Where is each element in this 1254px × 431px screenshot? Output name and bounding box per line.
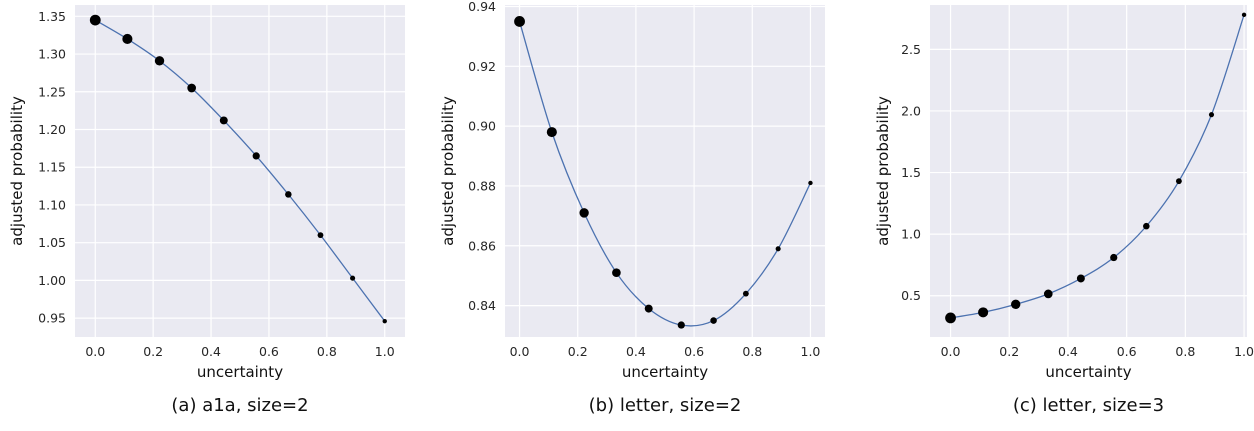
fitted-curve <box>94 19 386 322</box>
y-tick-label: 1.0 <box>901 227 921 242</box>
data-point <box>1143 222 1150 230</box>
subplot-1: 0.0 0.2 0.4 0.6 0.8 1.0 0.95 1.00 1.05 1.10 1.15 1.… <box>8 5 405 416</box>
y-tick-label: 0.5 <box>901 288 921 303</box>
data-point <box>350 275 356 281</box>
data-point <box>808 180 813 186</box>
x-axis-label: uncertainty <box>197 363 283 381</box>
data-point <box>1043 289 1053 299</box>
x-tick-label: 0.0 <box>941 344 961 359</box>
y-axis-label: adjusted probability <box>874 96 892 246</box>
y-tick-label: 1.00 <box>38 273 66 288</box>
data-point <box>612 268 621 278</box>
data-point <box>187 83 196 93</box>
y-tick-label: 1.15 <box>38 160 66 175</box>
x-tick-label: 0.8 <box>317 344 337 359</box>
plot-area <box>930 5 1247 337</box>
y-tick-label: 0.84 <box>468 298 496 313</box>
y-tick-label: 0.95 <box>38 311 66 326</box>
x-tick-label: 0.4 <box>201 344 221 359</box>
data-point <box>978 307 989 318</box>
data-point <box>710 317 717 324</box>
data-point <box>1110 253 1118 262</box>
data-point <box>252 152 260 160</box>
data-point <box>742 290 749 297</box>
x-tick-label: 1.0 <box>375 344 395 359</box>
subfigure-caption: (a) a1a, size=2 <box>171 395 308 416</box>
data-point <box>382 318 387 324</box>
data-point <box>154 56 165 66</box>
data-point <box>285 191 292 198</box>
data-point <box>122 33 133 44</box>
data-point <box>579 208 589 218</box>
x-tick-label: 0.2 <box>143 344 163 359</box>
y-tick-label: 2.5 <box>901 42 921 57</box>
y-tick-label: 1.25 <box>38 84 66 99</box>
x-tick-label: 0.0 <box>85 344 105 359</box>
data-point <box>514 16 525 27</box>
y-tick-label: 1.05 <box>38 235 66 250</box>
data-point <box>945 312 956 324</box>
data-point <box>1076 274 1085 283</box>
y-tick-label: 1.30 <box>38 47 66 62</box>
subfigure-caption: (c) letter, size=3 <box>1013 395 1164 416</box>
y-tick-label: 2.0 <box>901 103 921 118</box>
fitted-curve <box>950 14 1245 319</box>
x-tick-label: 0.6 <box>1117 344 1137 359</box>
y-tick-label: 1.10 <box>38 197 66 212</box>
y-tick-label: 0.90 <box>468 119 496 134</box>
x-tick-label: 0.0 <box>510 344 530 359</box>
x-tick-label: 0.4 <box>626 344 646 359</box>
y-axis-label: adjusted probability <box>439 96 457 246</box>
data-point <box>1208 112 1215 118</box>
x-tick-label: 1.0 <box>1234 344 1254 359</box>
subfigure-caption: (b) letter, size=2 <box>589 395 742 416</box>
x-tick-label: 0.8 <box>742 344 762 359</box>
data-point <box>219 116 228 125</box>
y-tick-label: 1.20 <box>38 122 66 137</box>
y-tick-label: 1.35 <box>38 9 66 24</box>
plot-area <box>75 5 405 337</box>
x-tick-label: 0.4 <box>1058 344 1078 359</box>
y-axis-label: adjusted probability <box>8 96 26 246</box>
x-tick-label: 0.6 <box>259 344 279 359</box>
x-tick-label: 0.2 <box>999 344 1019 359</box>
data-point <box>775 246 781 252</box>
plot-area <box>505 5 825 337</box>
y-tick-label: 1.5 <box>901 165 921 180</box>
data-point <box>546 127 557 138</box>
x-tick-label: 0.8 <box>1175 344 1195 359</box>
y-tick-label: 0.86 <box>468 238 496 253</box>
x-tick-label: 1.0 <box>801 344 821 359</box>
y-tick-label: 0.92 <box>468 59 496 74</box>
subplot-2: 0.0 0.2 0.4 0.6 0.8 1.0 0.84 0.86 0.88 0.90 0.92 0.… <box>439 0 825 416</box>
x-tick-label: 0.6 <box>684 344 704 359</box>
data-point <box>317 232 324 239</box>
data-point <box>677 321 685 329</box>
data-point <box>1241 12 1247 18</box>
x-axis-label: uncertainty <box>622 363 708 381</box>
data-point <box>1011 299 1021 310</box>
subplot-3: 0.0 0.2 0.4 0.6 0.8 1.0 0.5 1.0 1.5 2.0 2.5 uncerta… <box>874 5 1254 416</box>
fitted-curve <box>518 21 812 327</box>
data-point <box>89 14 101 26</box>
data-point <box>1175 178 1182 185</box>
y-tick-label: 0.88 <box>468 178 496 193</box>
x-tick-label: 0.2 <box>568 344 588 359</box>
y-tick-label: 0.94 <box>468 0 496 14</box>
data-point <box>644 304 653 313</box>
x-axis-label: uncertainty <box>1045 363 1131 381</box>
